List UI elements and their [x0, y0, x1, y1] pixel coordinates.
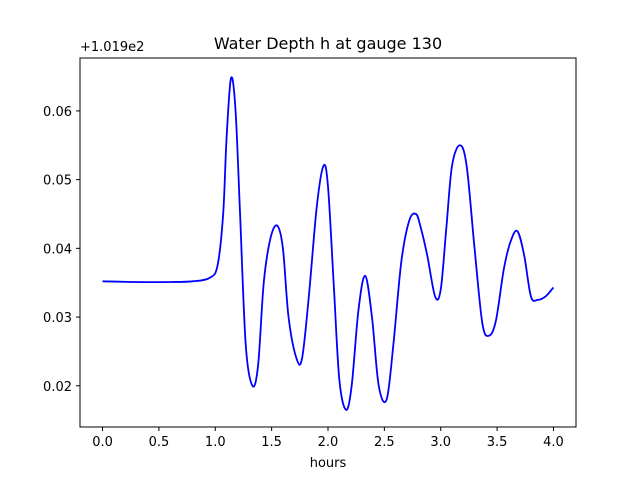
y-tick-label: 0.04 — [43, 242, 72, 257]
x-tick-label: 1.5 — [261, 435, 282, 450]
plot-area: 0.0 0.5 1.0 1.5 2.0 2.5 3.0 3.5 4.0 0.02 0.03 0.04 0… — [43, 57, 577, 450]
x-tick-label: 4.0 — [543, 435, 564, 450]
y-tick-label: 0.05 — [43, 174, 72, 189]
chart-title: Water Depth h at gauge 130 — [214, 34, 442, 53]
y-tick-label: 0.03 — [43, 311, 72, 326]
x-tick-label: 1.0 — [205, 435, 226, 450]
series-line-0 — [102, 76, 555, 411]
x-axis-label: hours — [310, 456, 347, 471]
y-tick-label: 0.02 — [43, 380, 72, 395]
x-tick-label: 3.5 — [487, 435, 508, 450]
x-tick-label: 0.5 — [149, 435, 170, 450]
x-tick-label: 0.0 — [92, 435, 113, 450]
x-tick-label: 2.5 — [374, 435, 395, 450]
x-tick-label: 2.0 — [318, 435, 339, 450]
x-tick-label: 3.0 — [430, 435, 451, 450]
y-offset-label: +1.019e2 — [80, 40, 144, 55]
y-tick-label: 0.06 — [43, 105, 72, 120]
plot-frame — [79, 57, 577, 428]
